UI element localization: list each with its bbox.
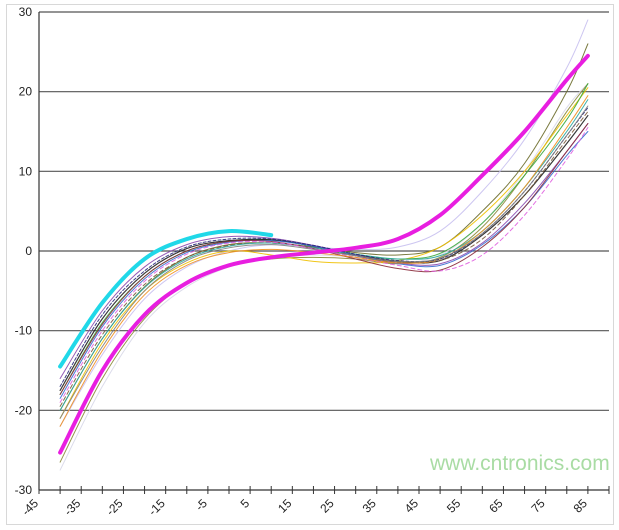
y-tick-label: -10 [15,324,33,338]
series-line-1 [59,83,589,463]
x-tick-label: 65 [486,496,506,516]
x-tick-label: -35 [61,496,83,518]
x-tick-label: 45 [402,496,422,516]
y-tick-label: 0 [25,244,32,258]
series-line-0 [59,83,589,471]
series-line-17 [58,53,590,455]
y-tick-label: 10 [19,164,33,178]
y-tick-label: 30 [19,5,33,19]
y-tick-label: 20 [19,85,33,99]
x-tick-label: 35 [360,496,380,516]
x-tick-label: 75 [528,496,548,516]
y-tick-label: -30 [15,483,33,497]
x-tick-label: 5 [238,496,253,511]
x-tick-label: 15 [275,496,295,516]
x-tick-label: -5 [193,496,211,514]
y-tick-label: -20 [15,403,33,417]
chart-frame [6,4,614,525]
x-tick-label: -45 [19,496,41,518]
watermark: www.cntronics.com [430,452,610,475]
x-tick-label: -25 [103,496,125,518]
series-line-11 [59,123,589,395]
series-line-13 [59,95,589,427]
x-tick-label: 25 [317,496,337,516]
series-line-5 [59,83,589,395]
x-tick-label: -15 [146,496,168,518]
series-line-3 [59,43,589,411]
x-tick-label: 55 [444,496,464,516]
x-tick-label: 85 [571,496,591,516]
series-line-16 [58,229,274,369]
series-line-9 [59,111,589,407]
